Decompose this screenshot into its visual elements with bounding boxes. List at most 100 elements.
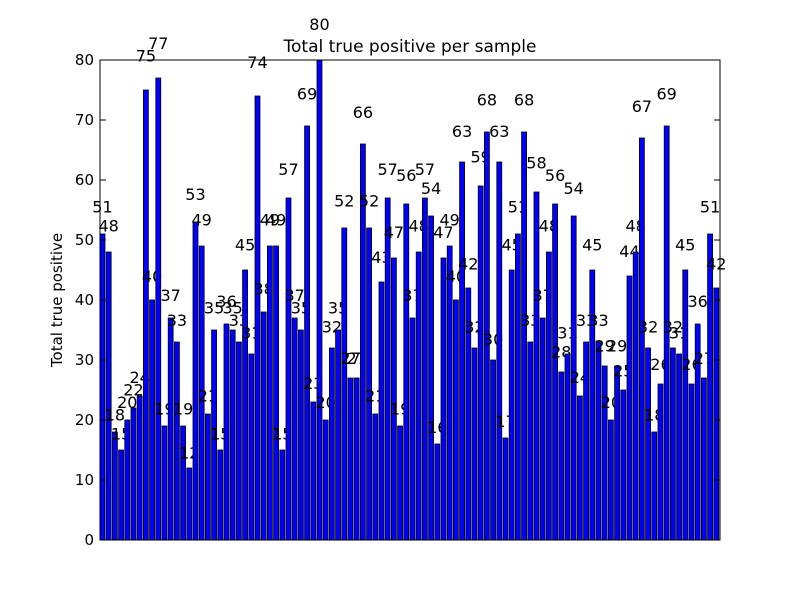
y-tick-label: 30 xyxy=(75,351,94,369)
bar xyxy=(645,347,651,541)
bar xyxy=(632,251,639,541)
data-label: 35 xyxy=(204,299,224,318)
data-label: 49 xyxy=(192,210,212,229)
bar xyxy=(310,401,317,541)
data-label: 68 xyxy=(514,91,534,110)
bar xyxy=(173,341,180,541)
bar xyxy=(496,161,503,541)
data-label: 32 xyxy=(663,317,683,336)
bar xyxy=(707,233,713,541)
bar xyxy=(384,197,391,541)
bar xyxy=(434,443,441,541)
data-label: 56 xyxy=(545,166,565,185)
bar xyxy=(577,395,583,541)
data-label: 53 xyxy=(185,185,205,204)
bar xyxy=(688,383,695,541)
data-label: 22 xyxy=(123,380,143,399)
data-label: 42 xyxy=(706,254,726,273)
bar xyxy=(533,191,540,541)
data-label: 57 xyxy=(278,160,298,179)
y-tick-label: 10 xyxy=(75,471,94,489)
data-label: 48 xyxy=(99,217,119,236)
data-label: 49 xyxy=(260,210,280,229)
data-label: 63 xyxy=(452,122,472,141)
y-tick-label: 70 xyxy=(75,111,94,129)
data-label: 63 xyxy=(489,122,509,141)
data-label: 45 xyxy=(582,236,602,255)
data-label: 42 xyxy=(458,254,478,273)
data-label: 77 xyxy=(148,34,168,53)
bar xyxy=(316,59,323,541)
data-label: 37 xyxy=(161,286,181,305)
data-label: 49 xyxy=(440,210,460,229)
chart-title: Total true positive per sample xyxy=(283,37,537,57)
bar xyxy=(136,395,143,541)
bar xyxy=(99,233,106,541)
bar xyxy=(620,389,627,541)
bar xyxy=(192,221,199,541)
data-label: 66 xyxy=(353,103,373,122)
bar xyxy=(626,275,633,541)
data-label: 54 xyxy=(564,179,584,198)
data-label: 20 xyxy=(117,393,137,412)
data-label: 69 xyxy=(297,84,317,103)
data-label: 47 xyxy=(433,223,453,242)
bar xyxy=(285,197,292,541)
bar xyxy=(328,347,335,541)
bar xyxy=(608,419,614,541)
data-label: 51 xyxy=(92,198,112,217)
bar xyxy=(291,317,298,541)
y-tick-label: 0 xyxy=(84,531,94,549)
bar xyxy=(130,407,137,541)
bar xyxy=(273,245,279,541)
bar xyxy=(124,419,131,541)
data-label: 29 xyxy=(595,336,615,355)
bar xyxy=(459,161,465,541)
bar xyxy=(223,323,230,541)
bar xyxy=(149,299,155,541)
y-tick-label: 50 xyxy=(75,231,94,249)
data-label: 19 xyxy=(173,399,193,418)
bar xyxy=(297,329,304,541)
data-label: 32 xyxy=(638,317,658,336)
bar xyxy=(446,245,453,541)
bar xyxy=(477,185,484,541)
data-label: 49 xyxy=(266,210,286,229)
data-label: 33 xyxy=(167,311,187,330)
bar xyxy=(248,353,255,541)
bar xyxy=(155,77,162,541)
data-label: 18 xyxy=(105,406,125,425)
bar xyxy=(235,341,242,541)
y-tick-label: 20 xyxy=(75,411,94,429)
bar xyxy=(378,281,385,541)
bar xyxy=(440,257,447,541)
bar xyxy=(142,89,149,541)
data-label: 47 xyxy=(384,223,404,242)
data-label: 68 xyxy=(477,91,497,110)
data-label: 67 xyxy=(632,97,652,116)
bar xyxy=(428,215,434,541)
bar xyxy=(657,383,664,541)
bar xyxy=(105,251,112,541)
bar xyxy=(242,269,248,541)
bar xyxy=(304,125,310,541)
data-label: 27 xyxy=(340,349,360,368)
bar xyxy=(347,377,354,541)
bar xyxy=(415,251,422,541)
bar xyxy=(502,437,509,541)
data-label: 51 xyxy=(700,198,720,217)
bar xyxy=(521,131,527,541)
bar xyxy=(118,449,124,541)
data-label: 37 xyxy=(285,286,305,305)
bar xyxy=(409,317,416,541)
data-label: 52 xyxy=(334,191,354,210)
y-tick-label: 80 xyxy=(75,51,94,69)
bar xyxy=(508,269,515,541)
y-tick-label: 40 xyxy=(75,291,94,309)
bar xyxy=(229,329,236,541)
data-label: 45 xyxy=(235,236,255,255)
bar xyxy=(546,251,552,541)
data-label: 69 xyxy=(657,84,677,103)
data-label: 57 xyxy=(415,160,435,179)
data-label: 36 xyxy=(216,292,236,311)
